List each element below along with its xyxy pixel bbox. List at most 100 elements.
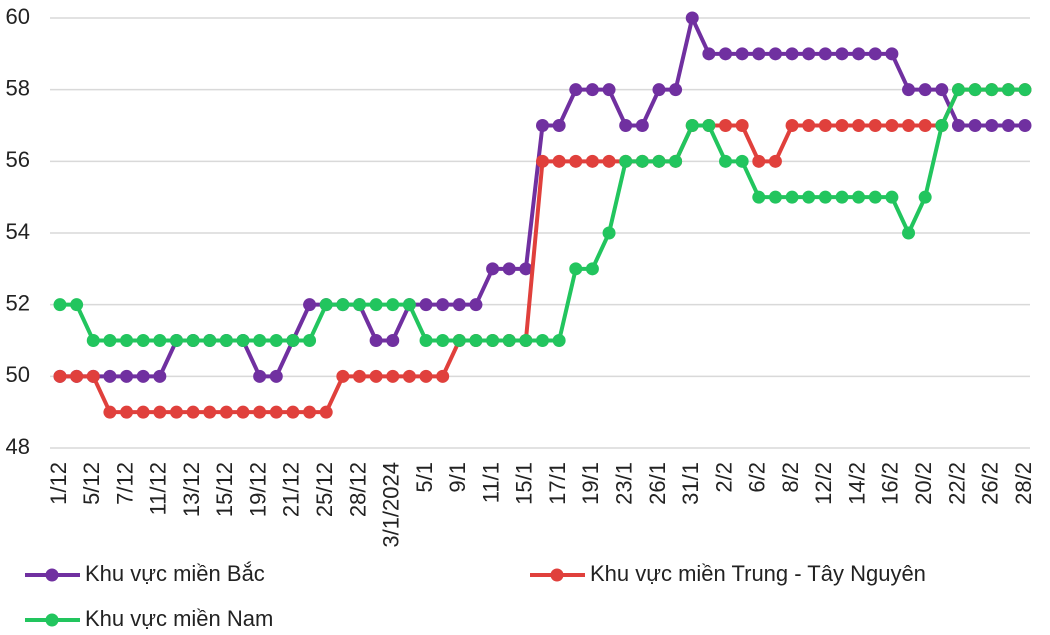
data-point [436,298,450,312]
data-point [669,154,683,168]
x-tick-label: 19/1 [578,462,603,505]
data-point [369,369,383,383]
data-point [552,154,566,168]
data-point [269,334,283,347]
data-point [386,298,400,312]
data-point [818,190,832,204]
data-point [785,47,799,61]
x-tick-label: 25/12 [312,462,337,517]
data-point [502,262,516,276]
data-point [169,405,183,419]
data-point [253,334,267,347]
data-point [253,405,267,419]
data-point [918,190,932,204]
data-point [602,226,616,240]
data-point [569,262,583,276]
x-tick-label: 6/2 [745,462,770,493]
x-tick-label: 28/2 [1011,462,1036,505]
data-point [186,334,200,347]
data-point [635,154,649,168]
data-point [136,405,150,419]
data-point [585,154,599,168]
y-tick-label: 48 [6,434,30,459]
x-tick-label: 12/2 [811,462,836,505]
x-tick-label: 8/2 [778,462,803,493]
y-tick-label: 56 [6,147,30,172]
x-tick-label: 16/2 [878,462,903,505]
data-point [818,47,832,61]
x-tick-label: 9/1 [445,462,470,493]
data-point [852,190,866,204]
data-point [352,369,366,383]
data-point [136,369,150,383]
data-point [719,47,733,61]
data-point [519,262,533,276]
data-point [752,154,766,168]
data-point [236,334,250,347]
data-point [552,119,566,132]
data-point [685,11,699,25]
data-point [253,369,267,383]
x-tick-label: 26/1 [645,462,670,505]
data-point [436,369,450,383]
x-tick-label: 22/2 [944,462,969,505]
data-point [902,83,916,97]
data-point [802,47,816,61]
data-point [136,334,150,347]
data-point [103,369,117,383]
data-point [402,298,416,312]
data-point [569,83,583,97]
y-tick-label: 50 [6,362,30,387]
data-point [835,119,849,132]
data-point [436,334,450,347]
data-point [452,334,466,347]
data-point [369,334,383,347]
data-point [286,334,300,347]
legend-marker [45,613,59,627]
data-point [419,369,433,383]
data-point [768,154,782,168]
data-point [103,334,117,347]
y-tick-label: 54 [6,219,30,244]
data-point [669,83,683,97]
x-tick-label: 26/2 [978,462,1003,505]
data-point [585,83,599,97]
data-point [352,298,366,312]
data-point [336,369,350,383]
x-tick-label: 11/12 [146,462,171,515]
data-point [652,83,666,97]
data-point [469,334,483,347]
data-point [169,334,183,347]
data-point [186,405,200,419]
data-point [802,190,816,204]
x-tick-label: 11/1 [478,462,503,503]
data-point [319,298,333,312]
data-point [269,405,283,419]
data-point [885,190,899,204]
data-point [868,119,882,132]
x-tick-label: 13/12 [179,462,204,517]
data-point [785,119,799,132]
data-point [369,298,383,312]
data-point [120,334,134,347]
data-point [536,154,549,168]
data-point [585,262,599,276]
data-point [419,334,433,347]
data-point [985,83,999,97]
data-point [902,119,916,132]
data-point [303,334,317,347]
data-point [735,119,749,132]
data-point [885,47,899,61]
data-point [120,369,134,383]
x-tick-label: 2/2 [711,462,736,493]
data-point [802,119,816,132]
data-point [386,369,400,383]
x-tick-label: 23/1 [612,462,637,505]
data-point [602,154,616,168]
data-point [53,298,67,312]
data-point [86,334,100,347]
data-point [968,83,982,97]
data-point [619,154,633,168]
data-point [536,334,549,347]
